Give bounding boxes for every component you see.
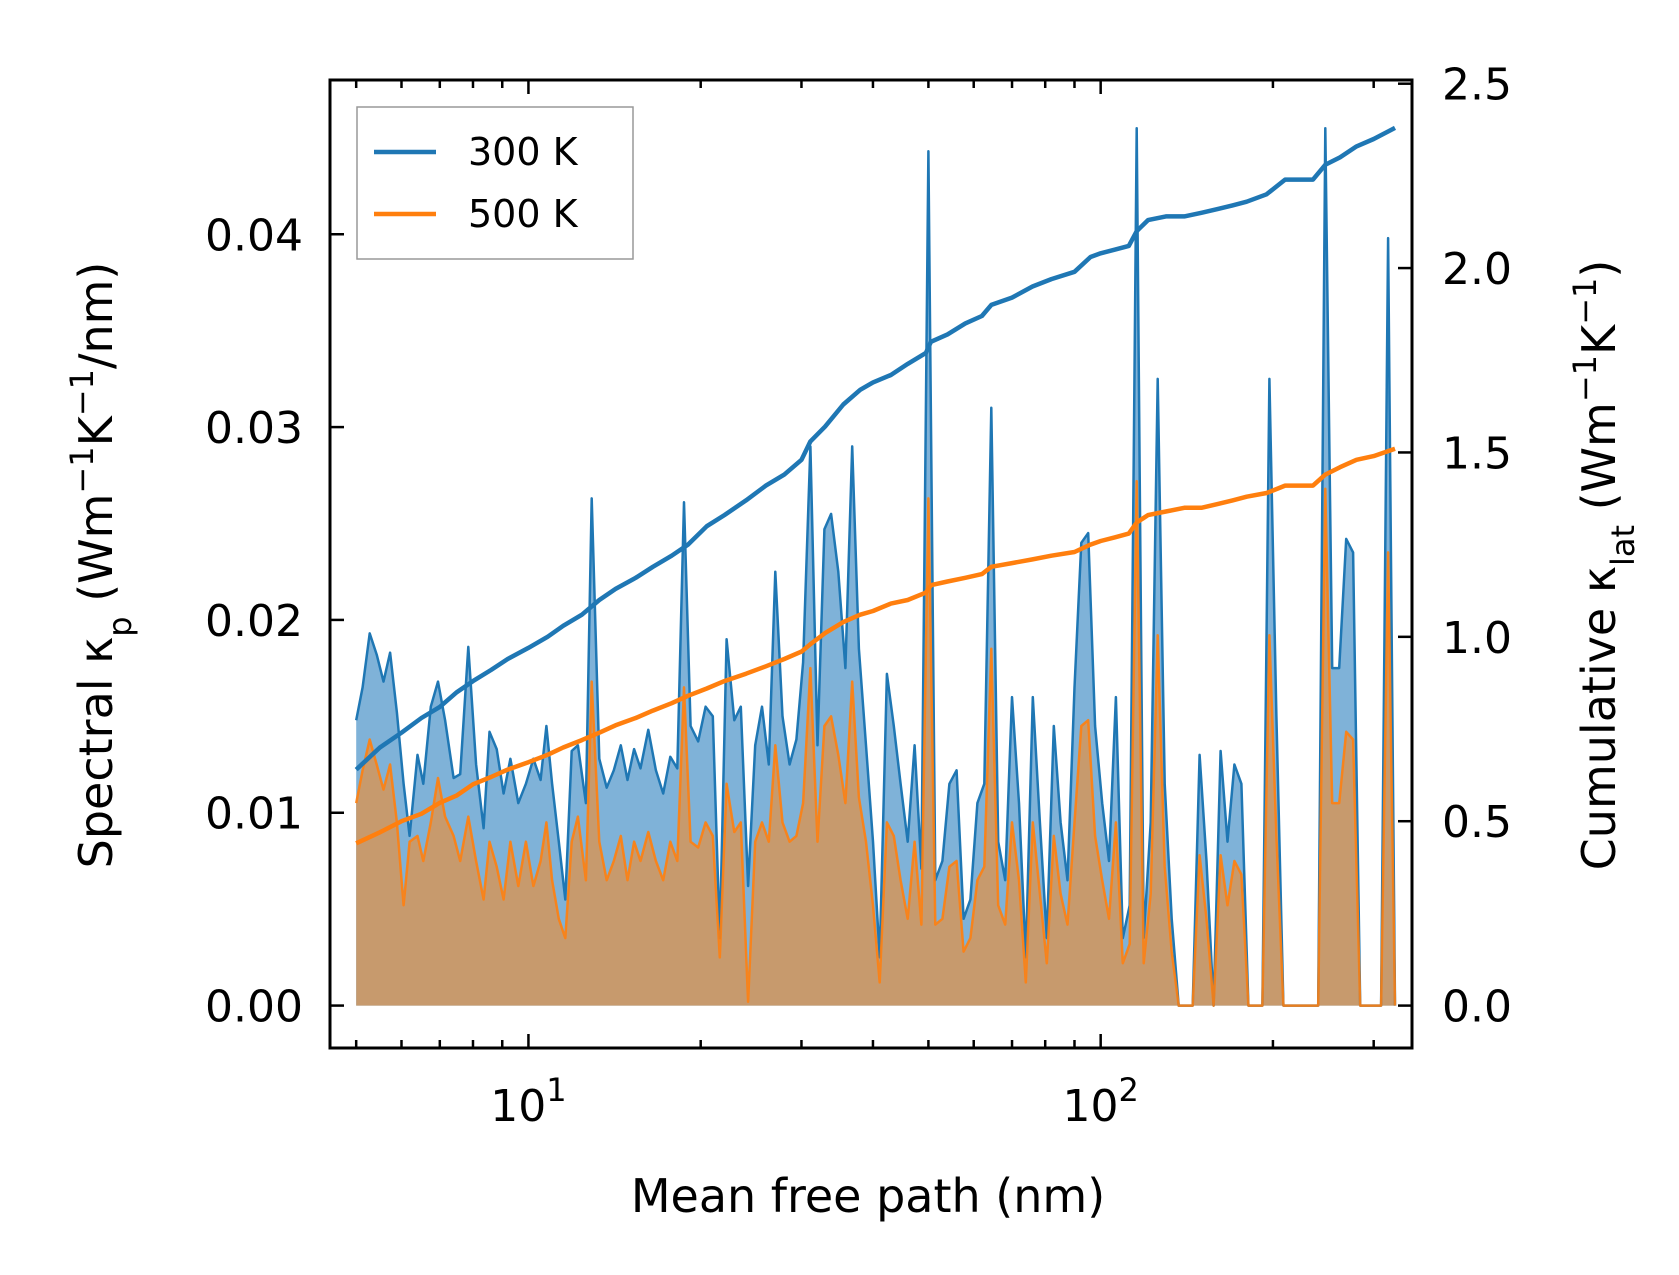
axis-ticks: [330, 80, 1412, 1048]
cumulative-line-300k: [354, 125, 1397, 772]
axis-tick-labels: 101 102 0.00 0.01 0.02 0.03 0.04 0.0 0.5 1.0 1.5 2.…: [205, 60, 1512, 1132]
legend-box: [356, 106, 634, 260]
y-right-tick-label: 2.5: [1442, 60, 1512, 111]
y-right-tick-label: 2.0: [1442, 244, 1512, 295]
y-right-tick-label: 0.5: [1442, 797, 1512, 848]
y-left-tick-label: 0.03: [205, 403, 303, 454]
plot-frame: [328, 78, 1414, 1050]
y-right-tick-label: 1.0: [1442, 613, 1512, 664]
y-axis-left-label: Spectral κp (Wm−1K−1/nm): [63, 262, 139, 869]
y-right-tick-label: 0.0: [1442, 982, 1512, 1033]
spectral-line-500k: [354, 479, 1397, 1007]
legend-label-500k: 500 K: [468, 192, 579, 236]
y-left-tick-label: 0.02: [205, 596, 303, 647]
y-right-tick-label: 1.5: [1442, 428, 1512, 479]
x-tick-label: 102: [1062, 1071, 1138, 1132]
legend: 300 K 500 K: [356, 106, 634, 260]
y-left-tick-label: 0.04: [205, 210, 303, 261]
y-left-tick-label: 0.01: [205, 789, 303, 840]
cumulative-lines: [354, 125, 1397, 846]
y-left-tick-label: 0.00: [205, 982, 303, 1033]
x-axis-label: Mean free path (nm): [631, 1169, 1105, 1223]
x-tick-label: 101: [490, 1071, 566, 1132]
y-axis-right-label: Cumulative κlat (Wm−1K−1): [1566, 260, 1642, 871]
cumulative-line-500k: [355, 446, 1396, 846]
legend-label-300k: 300 K: [468, 130, 579, 174]
